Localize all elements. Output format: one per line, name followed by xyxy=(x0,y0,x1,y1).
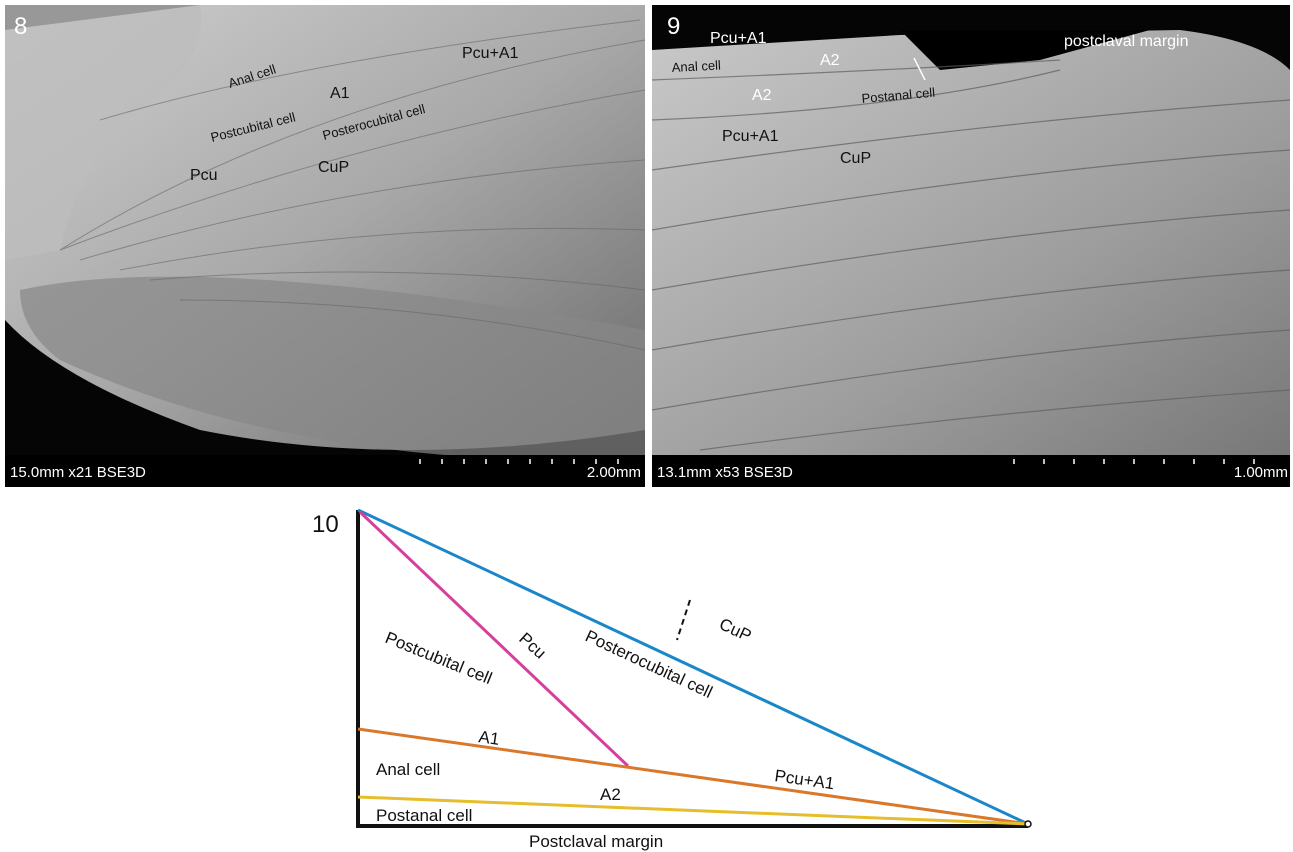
label: CuP xyxy=(716,614,754,645)
label: Posterocubital cell xyxy=(582,626,715,702)
label: Anal cell xyxy=(671,57,721,75)
panel-9: 9 Pcu+A1 postclaval margin Anal cell A2 … xyxy=(652,5,1290,487)
label: Pcu+A1 xyxy=(462,45,519,62)
panel-8: 8 Anal cell A1 Pcu+A1 Postcubital cell P… xyxy=(5,5,645,487)
scale-bar-label: 2.00mm xyxy=(587,464,641,481)
label: Postcubital cell xyxy=(383,628,495,688)
label: A2 xyxy=(752,87,772,104)
apex-point xyxy=(1025,821,1031,827)
label: A2 xyxy=(600,785,621,804)
scale-bar-label: 1.00mm xyxy=(1234,464,1288,481)
label: Anal cell xyxy=(376,760,440,779)
label: postclaval margin xyxy=(1064,33,1189,50)
label: A1 xyxy=(477,727,500,749)
label: Postclaval margin xyxy=(529,832,663,851)
scale-info: 15.0mm x21 BSE3D xyxy=(10,464,146,481)
label: Pcu+A1 xyxy=(710,30,767,47)
panel-10: 10 Pcu CuP Postcubital cell Posterocubit… xyxy=(312,510,1031,851)
label: CuP xyxy=(840,150,871,167)
figure: 8 Anal cell A1 Pcu+A1 Postcubital cell P… xyxy=(0,0,1293,852)
dashed-mark xyxy=(677,600,690,640)
label: Postanal cell xyxy=(376,806,472,825)
label: CuP xyxy=(318,159,349,176)
panel-number: 10 xyxy=(312,511,339,538)
wing xyxy=(652,30,1290,460)
panel-number: 8 xyxy=(14,13,27,40)
label: Pcu xyxy=(515,629,549,663)
label: Pcu xyxy=(190,167,218,184)
label: A2 xyxy=(820,52,840,69)
scale-info: 13.1mm x53 BSE3D xyxy=(657,464,793,481)
label: A1 xyxy=(330,85,350,102)
panel-number: 9 xyxy=(667,13,680,40)
label: Pcu+A1 xyxy=(722,128,779,145)
